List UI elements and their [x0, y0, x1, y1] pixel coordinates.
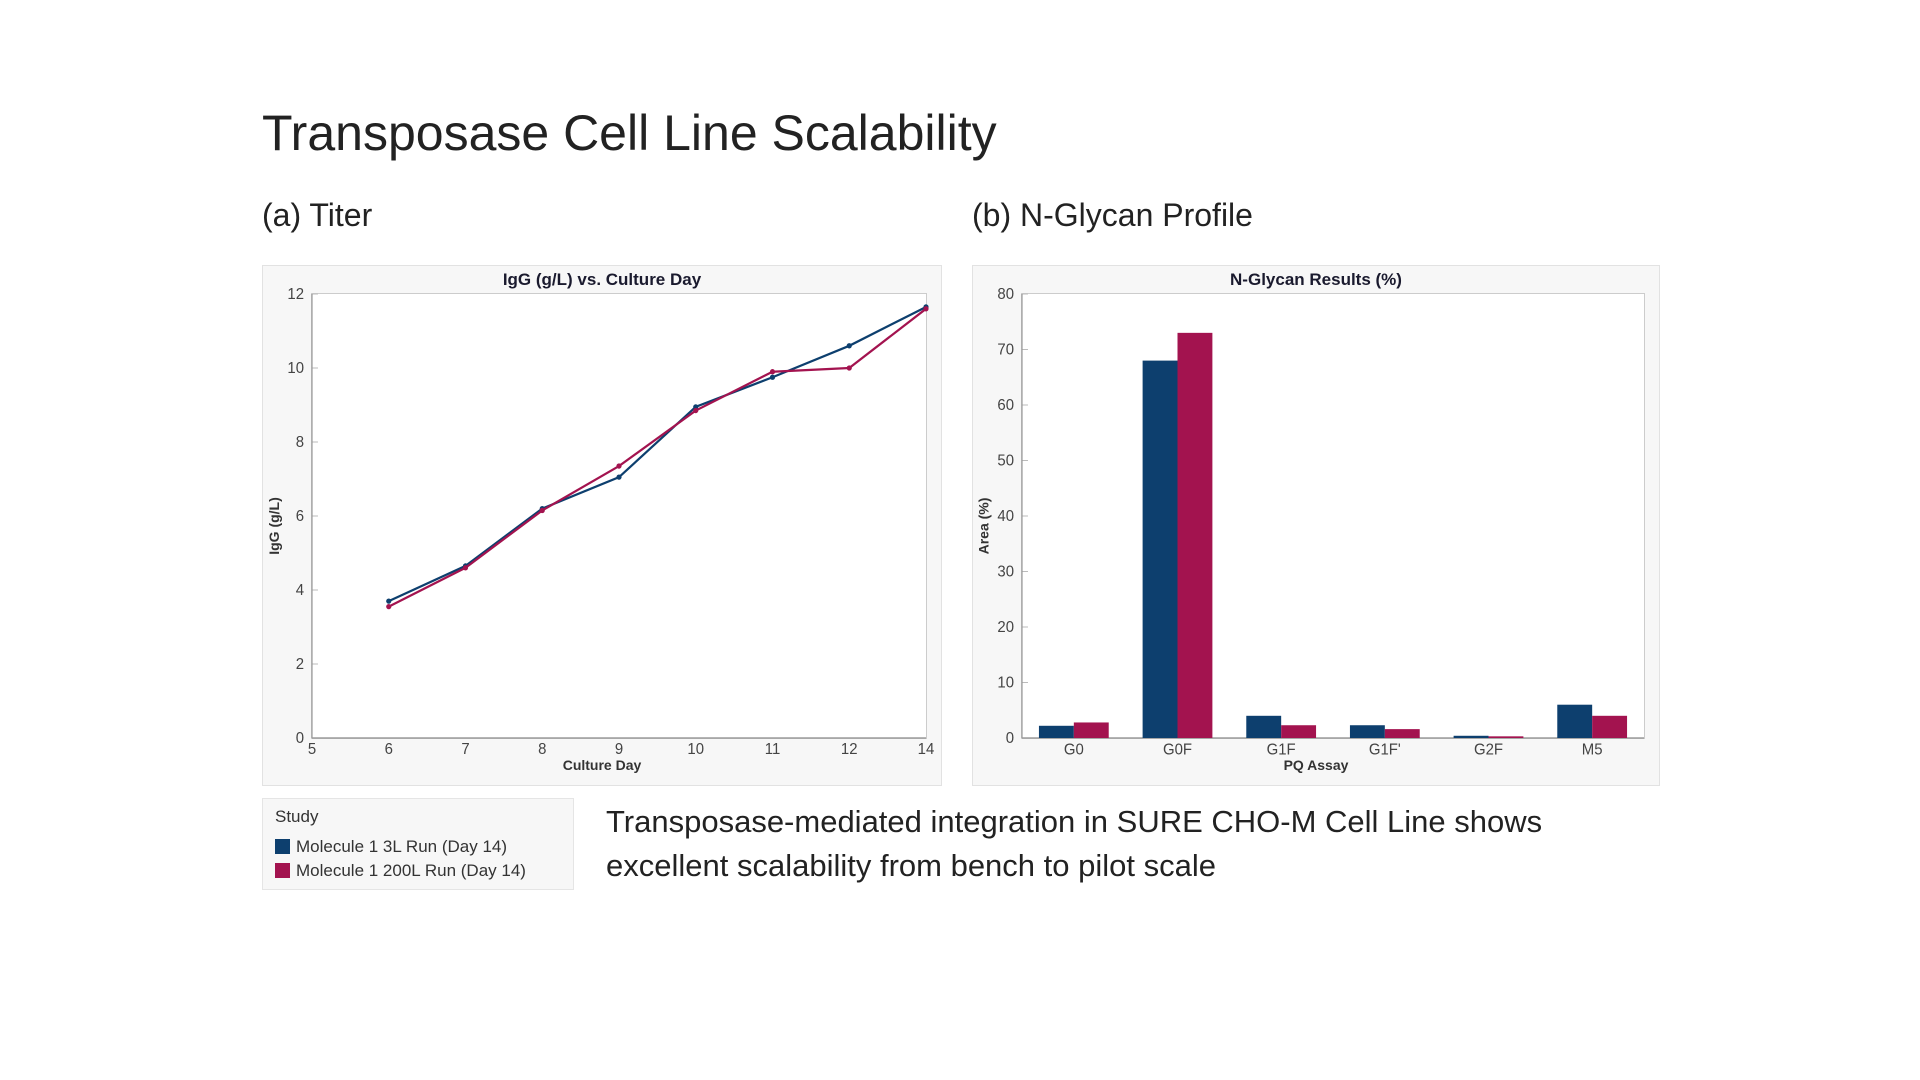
svg-text:10: 10	[287, 360, 304, 377]
svg-text:50: 50	[997, 452, 1014, 469]
svg-text:40: 40	[997, 508, 1014, 525]
svg-text:7: 7	[461, 741, 469, 758]
svg-text:5: 5	[308, 741, 316, 758]
svg-text:4: 4	[296, 582, 304, 599]
svg-text:10: 10	[997, 674, 1014, 691]
svg-text:G2F: G2F	[1474, 741, 1503, 758]
svg-text:G1F: G1F	[1267, 741, 1296, 758]
svg-text:0: 0	[296, 730, 304, 747]
svg-text:20: 20	[997, 619, 1014, 636]
svg-text:14: 14	[918, 741, 935, 758]
svg-text:6: 6	[296, 508, 304, 525]
svg-text:G1F': G1F'	[1369, 741, 1401, 758]
svg-text:G0F: G0F	[1163, 741, 1192, 758]
svg-text:0: 0	[1006, 730, 1014, 747]
svg-text:G0: G0	[1064, 741, 1084, 758]
svg-text:8: 8	[538, 741, 546, 758]
svg-text:6: 6	[385, 741, 393, 758]
svg-text:9: 9	[615, 741, 623, 758]
svg-text:70: 70	[997, 341, 1014, 358]
svg-text:11: 11	[765, 741, 781, 758]
svg-text:2: 2	[296, 656, 304, 673]
svg-text:80: 80	[997, 286, 1014, 303]
svg-text:30: 30	[997, 563, 1014, 580]
svg-text:10: 10	[687, 741, 704, 758]
svg-text:M5: M5	[1582, 741, 1603, 758]
svg-text:60: 60	[997, 397, 1014, 414]
svg-text:12: 12	[287, 286, 304, 303]
svg-text:8: 8	[296, 434, 304, 451]
svg-text:12: 12	[841, 741, 858, 758]
